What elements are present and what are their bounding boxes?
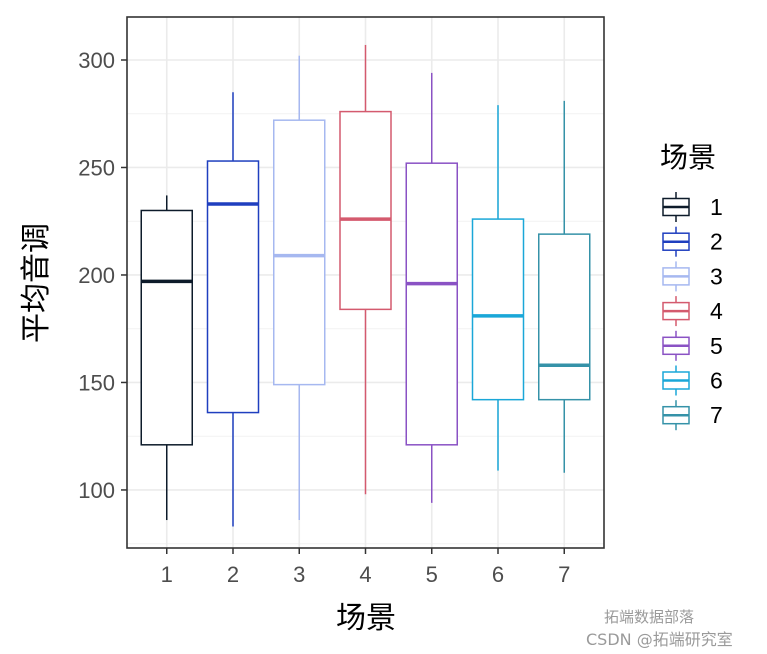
legend-label: 7 — [710, 402, 723, 428]
y-tick-label: 300 — [78, 48, 115, 73]
legend-item-3: 3 — [662, 261, 723, 292]
box-series — [140, 44, 591, 527]
x-tick-label: 5 — [426, 562, 438, 587]
x-axis: 1 2 3 4 5 6 7 — [161, 548, 570, 587]
x-tick-label: 6 — [492, 562, 504, 587]
y-axis: 100 150 200 250 300 — [78, 48, 127, 503]
legend-item-7: 7 — [662, 400, 723, 431]
legend-label: 3 — [710, 263, 723, 289]
iqr-box — [273, 119, 326, 386]
panel-border — [126, 16, 605, 549]
legend-label: 1 — [710, 194, 723, 220]
legend-label: 4 — [710, 298, 723, 324]
x-tick-label: 4 — [359, 562, 371, 587]
iqr-box — [538, 233, 591, 401]
legend-item-4: 4 — [662, 296, 723, 327]
y-tick-label: 150 — [78, 370, 115, 395]
iqr-box — [339, 110, 392, 311]
box-4 — [339, 44, 392, 495]
x-tick-label: 7 — [558, 562, 570, 587]
legend-item-2: 2 — [662, 226, 723, 257]
box-5 — [405, 72, 458, 503]
x-tick-label: 2 — [227, 562, 239, 587]
iqr-box — [471, 218, 525, 401]
legend-item-1: 1 — [662, 192, 723, 222]
legend-label: 6 — [710, 368, 723, 394]
legend-label: 2 — [710, 229, 723, 255]
legend-title: 场景 — [660, 141, 716, 174]
legend: 场景 1 2 3 4 5 6 7 — [660, 141, 723, 431]
legend-item-5: 5 — [662, 330, 723, 361]
box-2 — [206, 92, 260, 527]
watermark-line-2: CSDN @拓端研究室 — [586, 630, 733, 649]
y-tick-label: 200 — [78, 263, 115, 288]
x-tick-label: 1 — [161, 562, 173, 587]
legend-label: 5 — [710, 333, 723, 359]
box-7 — [538, 100, 591, 473]
iqr-box — [206, 160, 260, 414]
legend-item-6: 6 — [662, 365, 723, 396]
x-axis-title: 场景 — [336, 601, 396, 636]
watermark-line-1: 拓端数据部落 — [604, 608, 695, 626]
y-tick-label: 250 — [78, 155, 115, 180]
y-tick-label: 100 — [78, 478, 115, 503]
y-axis-title: 平均音调 — [19, 223, 54, 343]
box-1 — [140, 195, 193, 521]
iqr-box — [405, 162, 458, 446]
iqr-box — [140, 209, 193, 446]
box-3 — [273, 55, 326, 521]
box-6 — [471, 105, 525, 471]
x-tick-label: 3 — [293, 562, 305, 587]
